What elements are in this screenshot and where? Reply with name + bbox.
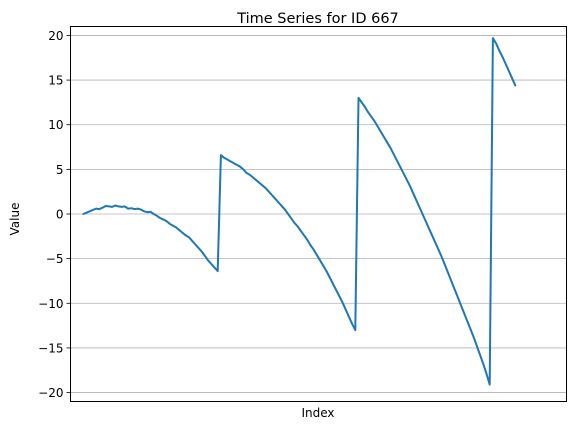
plot-frame [70,26,567,402]
y-tick-label: 0 [56,208,64,222]
series-line [82,37,517,386]
y-tick-label: −10 [38,297,63,311]
y-axis-ticks: −20 −15 −10 −5 0 5 10 15 20 [38,29,71,400]
y-axis-label: Value [8,203,22,236]
y-tick-label: −20 [38,386,63,400]
y-tick-label: −15 [38,341,63,355]
y-tick-label: −5 [46,252,64,266]
x-axis-label: Index [301,406,334,420]
y-tick-label: 10 [48,118,63,132]
chart-title: Time Series for ID 667 [236,11,399,27]
y-tick-label: 20 [48,29,63,43]
y-tick-label: 15 [48,74,63,88]
y-tick-label: 5 [56,163,64,177]
